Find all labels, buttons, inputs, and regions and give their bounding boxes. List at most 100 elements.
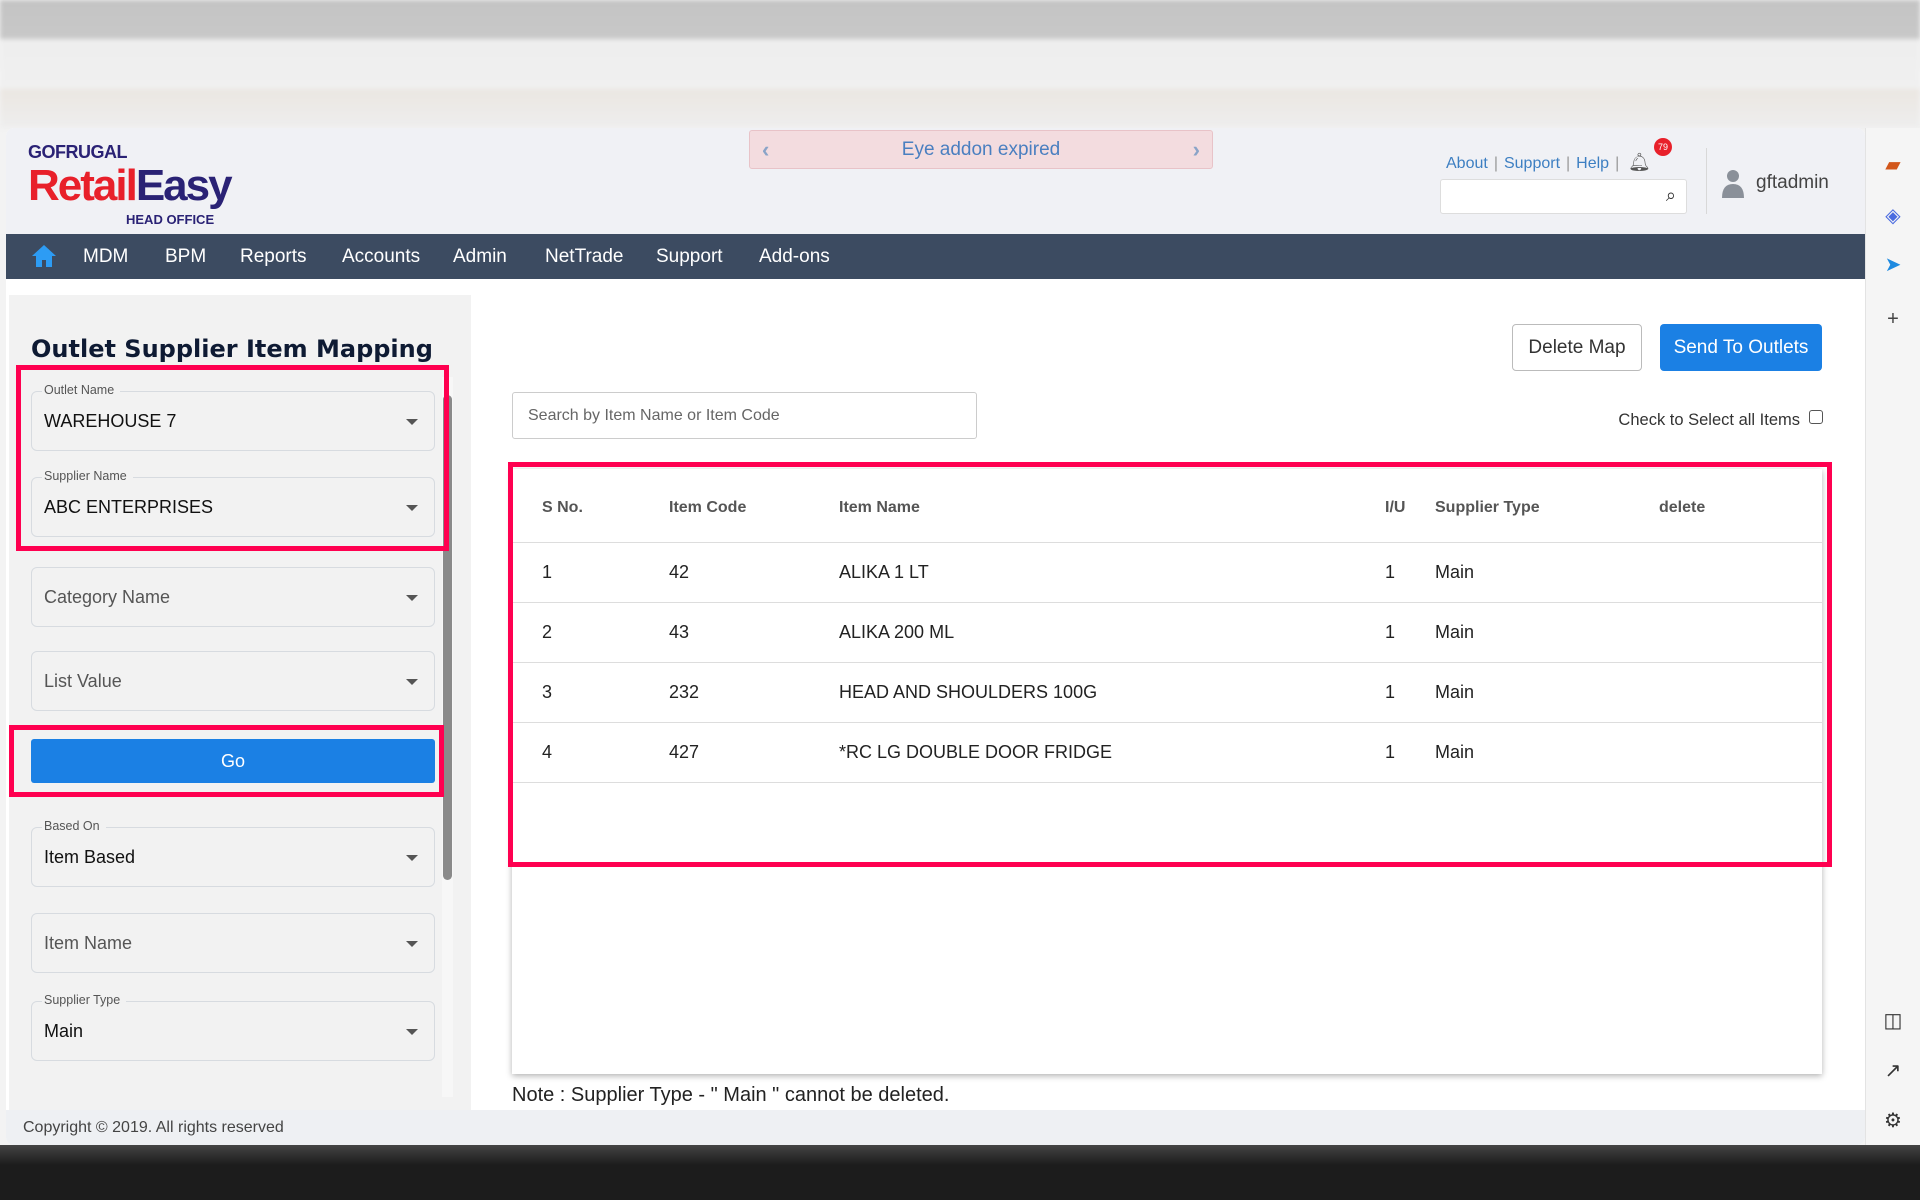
- header: GOFRUGAL RetailEasy HEAD OFFICE ‹ Eye ad…: [6, 128, 1865, 234]
- nav-addons[interactable]: Add-ons: [759, 246, 830, 267]
- item-name-select[interactable]: Item Name: [31, 913, 435, 973]
- copilot-icon[interactable]: ◈: [1885, 205, 1901, 227]
- category-name-placeholder: Category Name: [44, 587, 171, 607]
- home-icon[interactable]: [31, 243, 57, 269]
- outlet-name-value: WAREHOUSE 7: [44, 411, 177, 431]
- based-on-select[interactable]: Based On Item Based: [31, 819, 435, 887]
- highlight-box-table: [508, 462, 1832, 867]
- caret-down-icon: [406, 855, 418, 861]
- col-iu: I/U: [1385, 499, 1406, 516]
- outlet-name-label: Outlet Name: [42, 383, 121, 398]
- table-cell: *RC LG DOUBLE DOOR FRIDGE: [839, 742, 1113, 762]
- notification-badge: 79: [1654, 138, 1672, 156]
- nav-mdm[interactable]: MDM: [83, 246, 129, 267]
- supplier-type-value: Main: [44, 1021, 84, 1041]
- caret-down-icon: [406, 1029, 418, 1035]
- search-icon[interactable]: ⌕: [1665, 185, 1676, 205]
- table-cell: 1: [1385, 682, 1396, 702]
- table-cell: Main: [1435, 562, 1475, 582]
- table-cell: 1: [1385, 742, 1396, 762]
- toolbox-icon[interactable]: ▰: [1885, 154, 1901, 176]
- table-cell: 1: [542, 562, 553, 582]
- note-text: Note : Supplier Type - " Main " cannot b…: [512, 1084, 950, 1106]
- table-cell: 1: [1385, 562, 1396, 582]
- nav-support[interactable]: Support: [656, 246, 723, 267]
- table-cell: 3: [542, 682, 553, 702]
- logo-product-a: Retail: [28, 161, 138, 210]
- check-all-label: Check to Select all Items: [1618, 411, 1800, 429]
- browser-toolbar-blurred: [0, 0, 1920, 128]
- bell-icon[interactable]: 🔔︎: [1628, 152, 1651, 172]
- based-on-label: Based On: [42, 819, 106, 834]
- table-cell: 232: [669, 682, 700, 702]
- footer: Copyright © 2019. All rights reserved: [6, 1110, 1865, 1145]
- main-nav: MDM BPM Reports Accounts Admin NetTrade …: [6, 234, 1865, 279]
- addon-expired-banner: ‹ Eye addon expired ›: [749, 130, 1213, 169]
- table-row[interactable]: 1 42 ALIKA 1 LT 1 Main: [512, 542, 1822, 602]
- nav-nettrade[interactable]: NetTrade: [545, 246, 624, 267]
- user-icon[interactable]: [1722, 168, 1744, 198]
- browser-sidebar: ▰ ◈ ➤ + ◫ ↗ ⚙: [1865, 128, 1920, 1145]
- chevron-left-icon[interactable]: ‹: [762, 136, 770, 162]
- filter-panel: Outlet Supplier Item Mapping Outlet Name…: [9, 295, 471, 1110]
- table-cell: 427: [669, 742, 700, 762]
- highlight-box-go: [9, 725, 444, 797]
- table-cell: 43: [669, 622, 690, 642]
- based-on-value: Item Based: [44, 847, 136, 867]
- send-icon[interactable]: ➤: [1884, 254, 1902, 276]
- col-item-name: Item Name: [839, 499, 920, 516]
- support-link[interactable]: Support: [1503, 155, 1561, 172]
- chevron-right-icon[interactable]: ›: [1192, 136, 1200, 162]
- table-cell: Main: [1435, 742, 1475, 762]
- table-row[interactable]: 2 43 ALIKA 200 ML 1 Main: [512, 602, 1822, 662]
- sidebar-toggle-icon[interactable]: ◫: [1883, 1010, 1903, 1032]
- nav-admin[interactable]: Admin: [453, 246, 507, 267]
- username[interactable]: gftadmin: [1756, 172, 1829, 193]
- nav-accounts[interactable]: Accounts: [342, 246, 421, 267]
- external-link-icon[interactable]: ↗: [1884, 1060, 1902, 1082]
- delete-map-button[interactable]: Delete Map: [1512, 324, 1642, 371]
- select-all-checkbox[interactable]: [1809, 410, 1823, 424]
- about-link[interactable]: About: [1446, 155, 1488, 172]
- app-window: GOFRUGAL RetailEasy HEAD OFFICE ‹ Eye ad…: [6, 128, 1865, 1145]
- table-row[interactable]: 3 232 HEAD AND SHOULDERS 100G 1 Main: [512, 662, 1822, 722]
- table-cell: Main: [1435, 622, 1475, 642]
- table-cell: 4: [542, 742, 553, 762]
- caret-down-icon: [406, 505, 418, 511]
- outlet-name-select[interactable]: Outlet Name WAREHOUSE 7: [31, 383, 435, 451]
- caret-down-icon: [406, 595, 418, 601]
- help-link[interactable]: Help: [1576, 155, 1610, 172]
- col-delete: delete: [1659, 499, 1706, 516]
- mapping-table: S No. Item Code Item Name I/U Supplier T…: [512, 469, 1822, 1074]
- col-supplier-type: Supplier Type: [1435, 499, 1540, 516]
- supplier-type-label: Supplier Type: [42, 993, 127, 1008]
- panel-scrollbar[interactable]: [442, 377, 453, 1097]
- go-button[interactable]: Go: [31, 739, 435, 783]
- table-row[interactable]: 4 427 *RC LG DOUBLE DOOR FRIDGE 1 Main: [512, 722, 1822, 782]
- table-cell: ALIKA 1 LT: [839, 562, 929, 582]
- logo[interactable]: RetailEasy: [28, 161, 233, 210]
- taskbar: [0, 1145, 1920, 1200]
- header-search-input[interactable]: ⌕: [1440, 179, 1687, 214]
- gear-icon[interactable]: ⚙: [1884, 1110, 1902, 1132]
- caret-down-icon: [406, 419, 418, 425]
- plus-icon[interactable]: +: [1887, 308, 1899, 330]
- nav-reports[interactable]: Reports: [240, 246, 307, 267]
- supplier-name-select[interactable]: Supplier Name ABC ENTERPRISES: [31, 469, 435, 537]
- category-name-select[interactable]: Category Name: [31, 567, 435, 627]
- supplier-type-select[interactable]: Supplier Type Main: [31, 993, 435, 1061]
- send-to-outlets-button[interactable]: Send To Outlets: [1660, 324, 1822, 371]
- logo-product-b: Easy: [135, 161, 233, 210]
- caret-down-icon: [406, 941, 418, 947]
- scrollbar-thumb[interactable]: [443, 395, 452, 880]
- list-value-select[interactable]: List Value: [31, 651, 435, 711]
- col-item-code: Item Code: [669, 499, 747, 516]
- nav-bpm[interactable]: BPM: [165, 246, 207, 267]
- divider: [1706, 148, 1707, 214]
- item-search-input[interactable]: [512, 392, 977, 439]
- logo-brand: GOFRUGAL: [28, 142, 128, 162]
- table-divider: [512, 782, 1822, 783]
- top-links: About | Support | Help |: [1446, 155, 1620, 172]
- table-cell: 42: [669, 562, 690, 582]
- item-name-placeholder: Item Name: [44, 933, 133, 953]
